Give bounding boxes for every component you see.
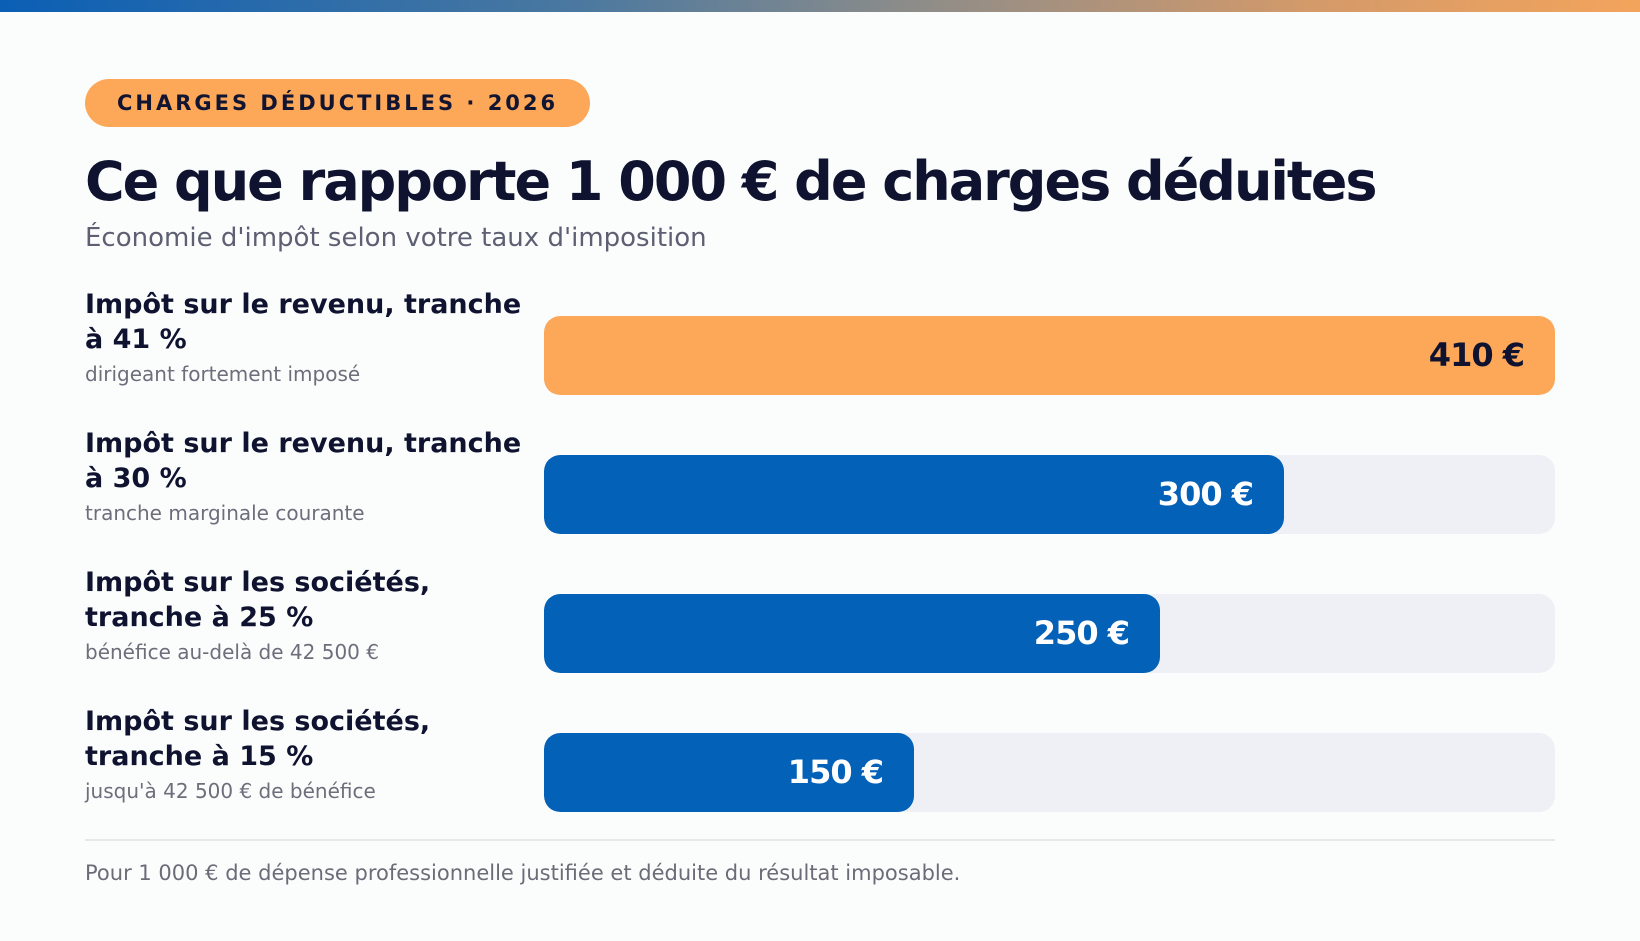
bar-value-label: 410 €	[1428, 336, 1525, 374]
top-gradient-strip	[0, 0, 1640, 12]
row-label-ir-30: Impôt sur le revenu, tranche à 30 % tran…	[85, 426, 525, 527]
page-subtitle: Économie d'impôt selon votre taux d'impo…	[85, 223, 707, 253]
footnote: Pour 1 000 € de dépense professionnelle …	[85, 861, 961, 885]
bar-track: 300 €	[544, 455, 1555, 534]
bar-value-label: 250 €	[1033, 614, 1130, 652]
category-badge: CHARGES DÉDUCTIBLES · 2026	[85, 79, 591, 127]
category-label: Impôt sur le revenu, tranche à 41 %	[85, 289, 522, 355]
page-title: Ce que rapporte 1 000 € de charges dédui…	[85, 150, 1377, 213]
category-description: bénéfice au-delà de 42 500 €	[85, 640, 379, 664]
bar-ir-41	[544, 316, 1555, 395]
bar-ir-30	[544, 455, 1284, 534]
bar-is-15	[544, 733, 914, 812]
bar-track: 250 €	[544, 594, 1555, 673]
category-label: Impôt sur le revenu, tranche à 30 %	[85, 428, 522, 494]
bar-track: 410 €	[544, 316, 1555, 395]
category-description: tranche marginale courante	[85, 501, 365, 525]
row-label-is-15: Impôt sur les sociétés, tranche à 15 % j…	[85, 704, 525, 805]
category-description: dirigeant fortement imposé	[85, 362, 361, 386]
category-label: Impôt sur les sociétés, tranche à 15 %	[85, 706, 431, 772]
bar-is-25	[544, 594, 1160, 673]
bar-track: 150 €	[544, 733, 1555, 812]
bar-value-label: 150 €	[787, 753, 884, 791]
bar-value-label: 300 €	[1157, 475, 1254, 513]
row-label-ir-41: Impôt sur le revenu, tranche à 41 % diri…	[85, 287, 525, 388]
footer-divider	[85, 839, 1555, 841]
row-label-is-25: Impôt sur les sociétés, tranche à 25 % b…	[85, 565, 525, 666]
category-description: jusqu'à 42 500 € de bénéfice	[85, 779, 376, 803]
category-label: Impôt sur les sociétés, tranche à 25 %	[85, 567, 431, 633]
